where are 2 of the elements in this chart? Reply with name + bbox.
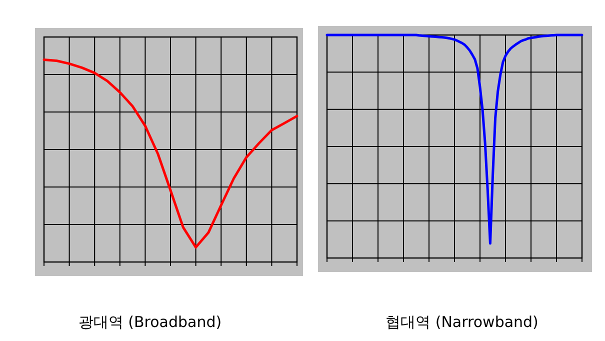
text: 광대역 (Broadband): [78, 313, 222, 331]
text: 협대역 (Narrowband): [386, 313, 538, 331]
